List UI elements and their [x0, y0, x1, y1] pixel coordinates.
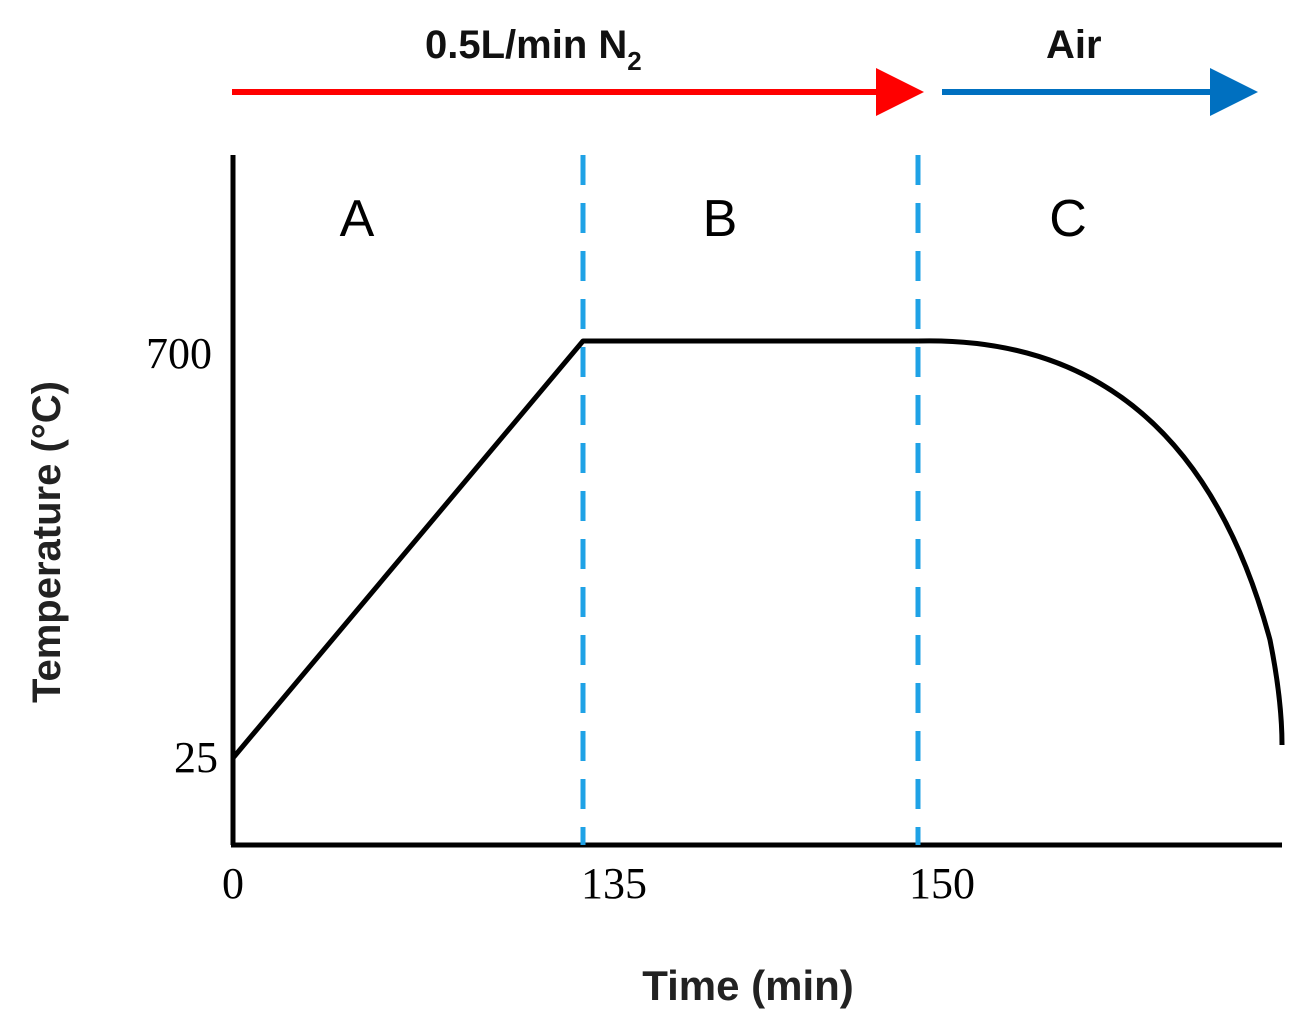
x-tick-label-150: 150	[909, 859, 975, 908]
region-label-c: C	[1049, 190, 1087, 248]
y-axis-title: Temperature (°C)	[25, 381, 69, 703]
region-label-a: A	[340, 190, 375, 248]
cooling-curve	[917, 338, 1285, 746]
x-tick-label-135: 135	[581, 859, 647, 908]
y-tick-label-25: 25	[174, 733, 218, 782]
temperature-profile-line	[231, 338, 918, 760]
air-flow-label: Air	[1046, 23, 1102, 67]
region-label-b: B	[703, 190, 738, 248]
y-tick-label-700: 700	[146, 329, 212, 378]
x-tick-label-0: 0	[222, 859, 244, 908]
x-axis-title: Time (min)	[642, 962, 854, 1009]
n2-flow-label: 0.5L/min N2	[425, 23, 642, 76]
